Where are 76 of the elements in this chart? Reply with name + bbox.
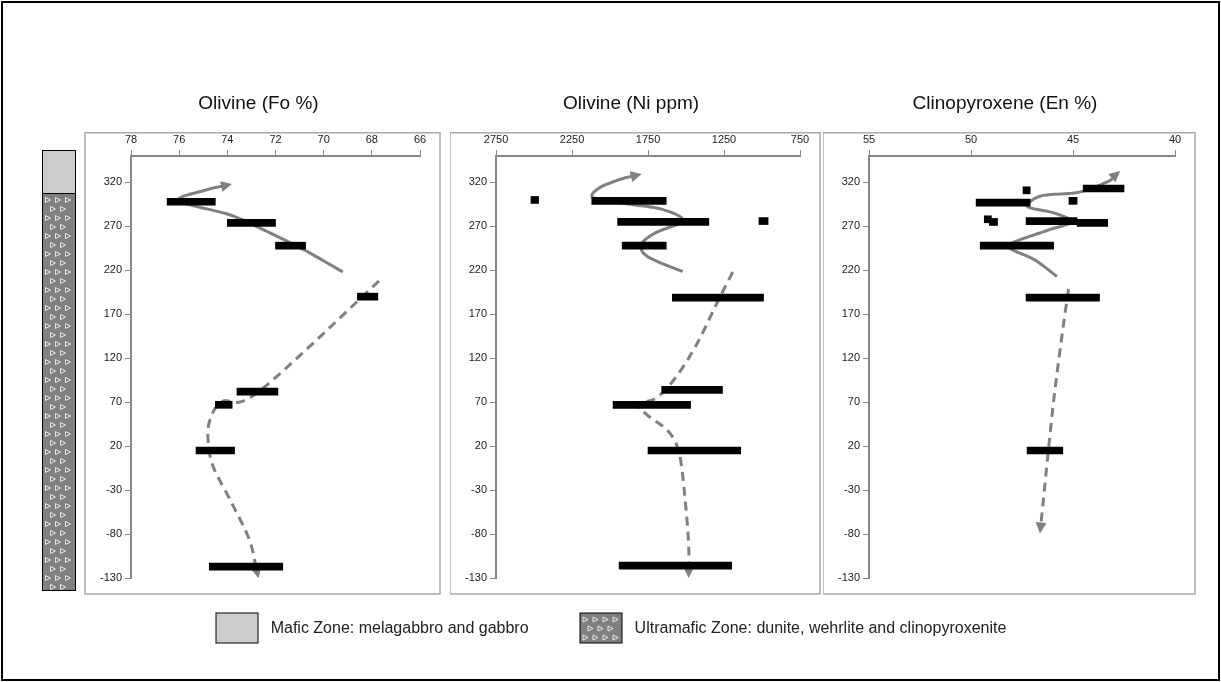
x-tick-label: 2750 — [483, 133, 509, 146]
y-tick-label: 70 — [847, 395, 861, 408]
y-tick-label: 220 — [468, 263, 488, 276]
bar — [357, 292, 379, 301]
bar — [208, 562, 284, 571]
y-tick-label: 270 — [468, 219, 488, 232]
x-tick-label: 50 — [964, 133, 978, 146]
chart-title: Olivine (Ni ppm) — [562, 91, 700, 113]
bar — [1025, 293, 1100, 302]
bar — [1068, 197, 1078, 205]
y-tick-label: -30 — [106, 483, 123, 496]
bar — [618, 561, 732, 570]
bar — [647, 446, 742, 455]
bar — [591, 197, 667, 205]
chart-title: Clinopyroxene (En %) — [912, 91, 1098, 113]
bar — [236, 387, 279, 396]
y-tick-label: -30 — [471, 483, 488, 496]
x-tick-label: 66 — [413, 133, 427, 146]
y-tick-label: -30 — [844, 483, 861, 496]
y-tick-label: -130 — [464, 571, 488, 584]
bar — [1022, 186, 1031, 195]
x-tick-label: 45 — [1066, 133, 1080, 146]
y-tick-label: 270 — [841, 219, 861, 232]
y-tick-label: -80 — [471, 527, 488, 540]
y-tick-label: 220 — [103, 263, 123, 276]
text: Mafic Zone: melagabbro and gabbro — [270, 619, 529, 637]
x-tick-label: 750 — [790, 133, 810, 146]
y-tick-label: 270 — [103, 219, 123, 232]
x-tick-label: 76 — [173, 133, 186, 146]
bar — [979, 241, 1054, 250]
bar — [195, 446, 235, 455]
y-tick-label: 120 — [103, 351, 123, 364]
x-tick-label: 72 — [269, 133, 282, 146]
bar — [1026, 446, 1064, 455]
bar — [758, 217, 769, 225]
chart-title: Olivine (Fo %) — [198, 91, 319, 113]
y-tick-label: 170 — [103, 307, 123, 320]
bar — [661, 386, 723, 394]
y-tick-label: 20 — [474, 439, 488, 452]
y-tick-label: -80 — [106, 527, 123, 540]
y-tick-label: 170 — [468, 307, 488, 320]
y-tick-label: -130 — [99, 571, 123, 584]
bar — [1082, 184, 1125, 193]
bar — [621, 241, 667, 250]
x-tick-label: 68 — [365, 133, 378, 146]
x-tick-label: 1750 — [635, 133, 661, 146]
y-tick-label: 70 — [474, 395, 488, 408]
x-tick-label: 40 — [1168, 133, 1182, 146]
y-tick-label: 220 — [841, 263, 861, 276]
bar — [530, 196, 539, 204]
x-tick-label: 70 — [317, 133, 330, 146]
y-tick-label: 20 — [109, 439, 123, 452]
y-tick-label: 320 — [841, 175, 861, 188]
bar — [227, 218, 276, 227]
y-tick-label: -80 — [844, 527, 861, 540]
y-tick-label: 120 — [841, 351, 861, 364]
x-tick-label: 78 — [124, 133, 138, 146]
y-tick-label: 120 — [468, 351, 488, 364]
x-tick-label: 55 — [862, 133, 876, 146]
y-tick-label: -130 — [837, 571, 861, 584]
bar — [612, 400, 691, 409]
y-tick-label: 320 — [103, 175, 123, 188]
y-tick-label: 170 — [841, 307, 861, 320]
x-tick-label: 74 — [221, 133, 234, 146]
y-tick-label: 320 — [468, 175, 488, 188]
bar — [617, 218, 710, 226]
x-tick-label: 2250 — [559, 133, 585, 146]
bar — [975, 198, 1031, 207]
y-tick-label: 70 — [109, 395, 123, 408]
bar — [275, 241, 306, 250]
bar — [672, 293, 764, 302]
text: Ultramafic Zone: dunite, wehrlite and clinopyroxenite — [634, 619, 1007, 637]
x-tick-label: 1250 — [711, 133, 737, 146]
bar — [166, 197, 216, 206]
bar — [214, 400, 233, 409]
y-tick-label: 20 — [847, 439, 861, 452]
